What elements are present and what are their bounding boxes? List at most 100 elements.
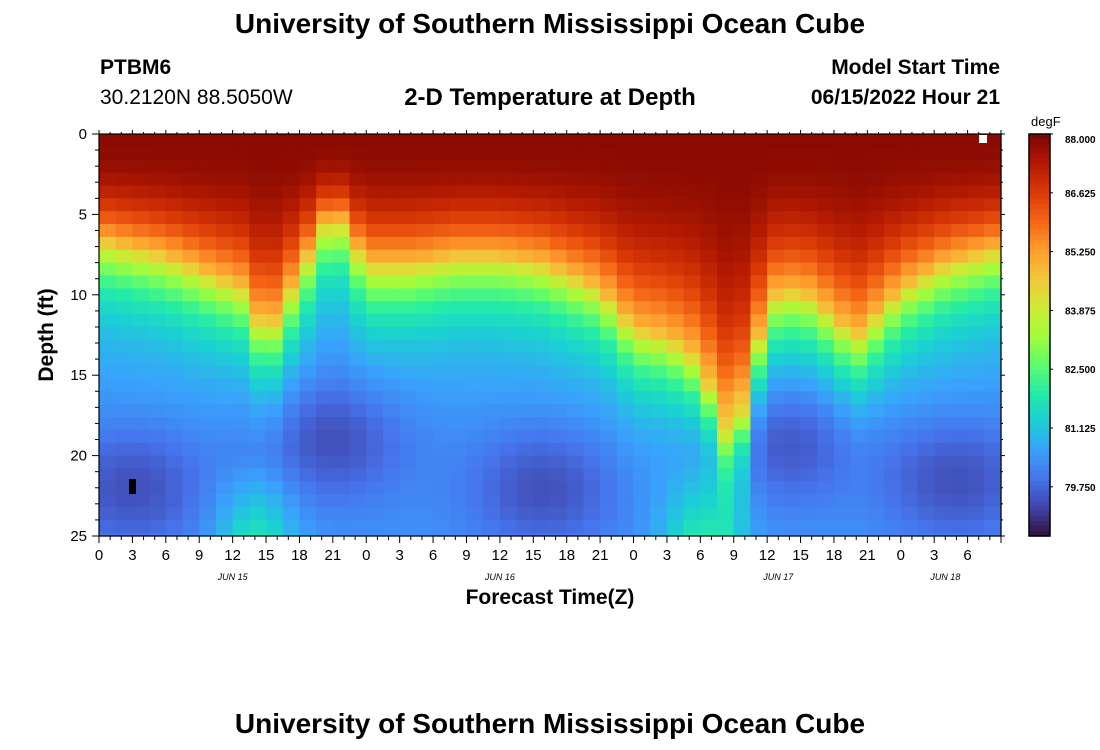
heatmap-cell — [700, 236, 718, 251]
heatmap-cell — [566, 326, 584, 341]
heatmap-cell — [366, 211, 384, 225]
heatmap-cell — [132, 417, 150, 431]
heatmap-cell — [299, 249, 317, 264]
heatmap-cell — [934, 134, 952, 148]
heatmap-cell — [215, 494, 234, 508]
heatmap-cell — [249, 417, 267, 431]
heatmap-cell — [867, 455, 885, 470]
heatmap-cell — [466, 442, 484, 457]
heatmap-cell — [232, 301, 250, 315]
heatmap-cell — [900, 262, 919, 277]
heatmap-cell — [700, 404, 718, 418]
heatmap-cell — [332, 236, 351, 251]
heatmap-cell — [700, 185, 718, 199]
heatmap-cell — [499, 494, 518, 508]
heatmap-cell — [967, 378, 985, 392]
heatmap-cell — [149, 494, 167, 508]
heatmap-cell — [833, 494, 852, 508]
heatmap-cell — [833, 455, 852, 470]
heatmap-cell — [416, 224, 434, 238]
heatmap-cell — [767, 185, 785, 199]
heatmap-cell — [733, 275, 752, 289]
heatmap-cell — [132, 532, 150, 537]
heatmap-cell — [332, 146, 351, 161]
heatmap-cell — [934, 224, 952, 238]
heatmap-cell — [767, 429, 785, 444]
heatmap-cell — [199, 288, 217, 302]
heatmap-cell — [165, 507, 184, 521]
heatmap-cell — [867, 519, 885, 534]
heatmap-cell — [533, 507, 551, 521]
heatmap-cell — [449, 288, 468, 302]
heatmap-cell — [683, 481, 701, 495]
heatmap-cell — [399, 301, 417, 315]
heatmap-cell — [666, 481, 685, 495]
heatmap-cell — [833, 352, 852, 367]
heatmap-cell — [316, 378, 334, 392]
heatmap-cell — [232, 211, 250, 225]
heatmap-cell — [483, 288, 501, 302]
heatmap-cell — [984, 326, 1002, 341]
heatmap-cell — [566, 185, 584, 199]
heatmap-cell — [449, 326, 468, 341]
heatmap-cell — [99, 301, 117, 315]
heatmap-cell — [750, 262, 768, 277]
heatmap-cell — [499, 249, 518, 264]
heatmap-cell — [115, 429, 133, 444]
x-axis: 0 3 6 9 12 15 18 21 0 3 6 9 12 15 18 21 0 3 6 9 12 15 18 21 0 3 6J… — [95, 130, 1002, 582]
heatmap-cell — [934, 198, 952, 212]
heatmap-cell — [884, 494, 902, 508]
heatmap-cell — [833, 262, 852, 277]
heatmap-cell — [767, 301, 785, 315]
heatmap-cell — [833, 185, 852, 199]
heatmap-cell — [499, 507, 518, 521]
heatmap-cell — [266, 249, 284, 264]
heatmap-cell — [783, 352, 802, 367]
heatmap-cell — [867, 185, 885, 199]
heatmap-cell — [967, 288, 985, 302]
heatmap-cell — [249, 224, 267, 238]
colorbar-swatch — [1029, 244, 1050, 251]
heatmap-cell — [700, 211, 718, 225]
heatmap-cell — [583, 378, 601, 392]
colorbar-swatch — [1029, 304, 1050, 311]
heatmap-cell — [900, 429, 919, 444]
heatmap-cell — [433, 417, 451, 431]
heatmap-cell — [967, 211, 985, 225]
heatmap-cell — [934, 507, 952, 521]
heatmap-cell — [149, 365, 167, 380]
heatmap-cell — [967, 417, 985, 431]
heatmap-cell — [800, 198, 818, 212]
heatmap-cell — [733, 134, 752, 148]
heatmap-cell — [800, 455, 818, 470]
heatmap-cell — [232, 185, 250, 199]
heatmap-cell — [266, 211, 284, 225]
heatmap-cell — [132, 378, 150, 392]
heatmap-cell — [900, 185, 919, 199]
heatmap-cell — [299, 134, 317, 148]
heatmap-cell — [967, 185, 985, 199]
heatmap-cell — [165, 519, 184, 534]
heatmap-cell — [934, 185, 952, 199]
heatmap-cell — [566, 198, 584, 212]
heatmap-cell — [884, 442, 902, 457]
heatmap-cell — [600, 211, 618, 225]
heatmap-cell — [449, 185, 468, 199]
heatmap-cell — [149, 185, 167, 199]
heatmap-cell — [533, 159, 551, 174]
heatmap-cell — [382, 481, 401, 495]
heatmap-cell — [516, 288, 534, 302]
heatmap-cell — [416, 519, 434, 534]
heatmap-cell — [984, 481, 1002, 495]
heatmap-cell — [516, 198, 534, 212]
heatmap-cell — [733, 532, 752, 537]
heatmap-cell — [550, 339, 568, 354]
heatmap-cell — [750, 519, 768, 534]
heatmap-cell — [115, 326, 133, 341]
heatmap-cell — [800, 365, 818, 380]
heatmap-cell — [449, 262, 468, 277]
heatmap-cell — [683, 134, 701, 148]
heatmap-cell — [533, 417, 551, 431]
heatmap-cell — [199, 159, 217, 174]
heatmap-cell — [449, 172, 468, 187]
